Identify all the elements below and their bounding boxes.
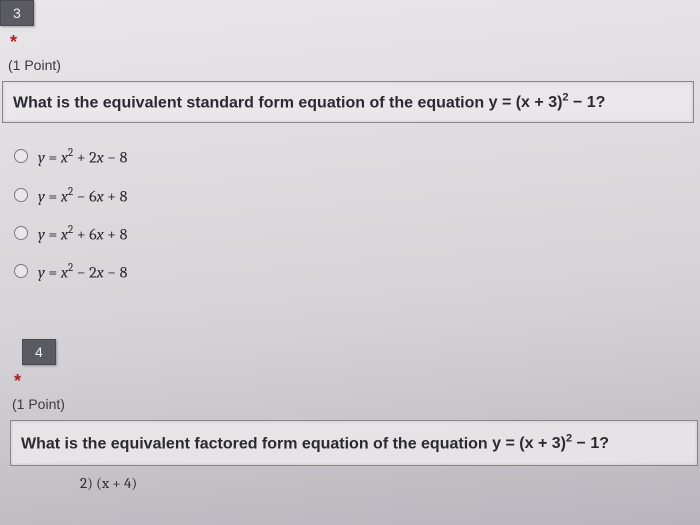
question-number-badge: 4 [22,339,56,365]
question-text: What is the equivalent factored form equ… [21,435,609,452]
question-4-block: 4 * (1 Point) What is the equivalent fac… [0,339,700,492]
question-number-badge: 3 [0,0,34,26]
question-text: What is the equivalent standard form equ… [13,94,605,111]
option-row[interactable]: y = x2 + 6x + 8 [14,214,700,252]
required-marker: * [0,365,700,394]
option-label: y = x2 + 2x − 8 [38,146,127,166]
required-marker: * [0,26,700,55]
cutoff-text: 2) (x + 4) [0,466,700,492]
points-label: (1 Point) [0,394,700,420]
points-label: (1 Point) [0,55,700,81]
question-equation: y = (x + 3)2 − 1? [489,94,606,111]
option-row[interactable]: y = x2 + 2x − 8 [14,137,700,175]
option-row[interactable]: y = x2 − 2x − 8 [14,252,700,290]
option-label: y = x2 − 6x + 8 [38,185,127,205]
quiz-page: 3 * (1 Point) What is the equivalent sta… [0,0,700,525]
question-prefix: What is the equivalent standard form equ… [13,94,489,111]
question-3-block: 3 * (1 Point) What is the equivalent sta… [0,0,700,321]
option-label: y = x2 + 6x + 8 [38,223,127,243]
question-prefix: What is the equivalent factored form equ… [21,435,492,452]
option-label: y = x2 − 2x − 8 [38,261,127,281]
question-equation: y = (x + 3)2 − 1? [492,435,609,452]
radio-icon[interactable] [14,264,28,278]
option-row[interactable]: y = x2 − 6x + 8 [14,176,700,214]
radio-icon[interactable] [14,149,28,163]
radio-icon[interactable] [14,226,28,240]
question-text-box: What is the equivalent factored form equ… [10,420,698,466]
question-text-box: What is the equivalent standard form equ… [2,81,694,123]
options-group: y = x2 + 2x − 8 y = x2 − 6x + 8 y = x2 +… [0,123,700,320]
radio-icon[interactable] [14,188,28,202]
